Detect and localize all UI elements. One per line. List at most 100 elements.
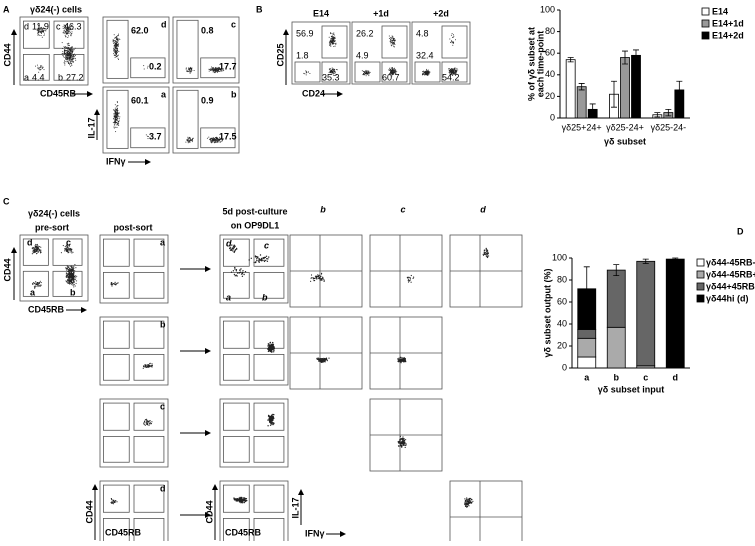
event-dot — [407, 278, 410, 280]
label: IL-17 — [86, 117, 96, 138]
event-dot — [116, 47, 118, 49]
event-dot — [70, 50, 71, 52]
event-dot — [333, 70, 335, 72]
event-dot — [44, 30, 46, 31]
event-dot — [220, 141, 222, 143]
label: d — [161, 19, 167, 29]
event-dot — [64, 46, 66, 48]
event-dot — [465, 503, 467, 505]
event-dot — [243, 501, 245, 504]
event-dot — [115, 284, 117, 286]
event-dot — [305, 71, 307, 72]
event-dot — [240, 500, 242, 503]
event-dot — [426, 71, 428, 72]
event-dot — [115, 126, 117, 128]
event-dot — [392, 43, 394, 45]
event-dot — [392, 41, 394, 43]
event-dot — [273, 351, 275, 353]
event-dot — [115, 51, 117, 53]
event-dot — [472, 500, 474, 502]
event-dot — [316, 278, 318, 280]
event-dot — [213, 141, 215, 143]
event-dot — [329, 44, 330, 46]
event-dot — [72, 277, 74, 280]
label: 26.2 — [356, 28, 374, 38]
event-dot — [334, 40, 336, 42]
event-dot — [72, 269, 74, 271]
event-dot — [145, 364, 147, 366]
event-dot — [68, 48, 70, 50]
bar — [631, 54, 641, 119]
gate — [133, 353, 165, 381]
x-axis-label: γδ subset input — [598, 384, 664, 394]
event-dot — [323, 280, 325, 282]
event-dot — [43, 28, 45, 30]
bar-segment — [665, 258, 685, 369]
event-dot — [448, 72, 450, 74]
error-bar — [676, 80, 683, 99]
event-dot — [333, 46, 335, 47]
event-dot — [37, 25, 39, 27]
gate — [106, 19, 129, 79]
error-bar — [642, 258, 649, 264]
event-dot — [191, 69, 193, 71]
gate — [222, 238, 250, 267]
event-dot — [150, 423, 152, 425]
event-dot — [112, 118, 114, 120]
event-dot — [35, 243, 37, 245]
event-dot — [367, 70, 369, 72]
event-dot — [40, 249, 42, 251]
event-dot — [210, 66, 212, 68]
gate — [133, 271, 165, 299]
label: CD25 — [275, 43, 285, 66]
event-dot — [212, 71, 214, 73]
event-dot — [410, 274, 412, 277]
legend-swatch — [696, 294, 705, 303]
event-dot — [389, 73, 391, 75]
event-dot — [42, 66, 44, 68]
event-dot — [216, 139, 218, 141]
event-dot — [118, 118, 120, 120]
event-dot — [71, 50, 73, 52]
label: c — [56, 21, 61, 31]
plot-frame — [219, 234, 289, 304]
event-dot — [219, 136, 221, 138]
label: d — [480, 204, 486, 214]
x-axis-label: γδ subset — [604, 136, 646, 146]
event-dot — [68, 58, 70, 60]
event-dot — [71, 252, 73, 254]
event-dot — [71, 268, 73, 270]
event-dot — [188, 71, 190, 73]
event-dot — [65, 280, 68, 283]
event-dot — [471, 498, 473, 501]
event-dot — [234, 266, 236, 269]
event-dot — [147, 65, 149, 67]
label: 17.7 — [219, 61, 237, 71]
event-dot — [320, 360, 322, 362]
event-dot — [452, 36, 454, 38]
event-dot — [72, 282, 75, 284]
event-dot — [35, 281, 37, 283]
event-dot — [409, 279, 411, 281]
event-dot — [239, 269, 241, 271]
event-dot — [147, 136, 149, 137]
event-dot — [68, 267, 70, 270]
event-dot — [267, 343, 269, 345]
event-dot — [321, 360, 323, 362]
event-dot — [258, 261, 260, 263]
event-dot — [466, 501, 468, 503]
event-dot — [318, 278, 320, 280]
event-dot — [452, 34, 454, 36]
event-dot — [333, 32, 335, 34]
event-dot — [241, 275, 244, 277]
event-dot — [316, 276, 318, 278]
event-dot — [112, 499, 114, 501]
gate — [22, 270, 49, 297]
event-dot — [405, 442, 407, 445]
label: D — [737, 226, 744, 236]
event-dot — [258, 259, 260, 261]
event-dot — [66, 247, 68, 249]
error-bar — [567, 57, 574, 63]
event-dot — [65, 272, 67, 274]
event-dot — [116, 35, 118, 37]
